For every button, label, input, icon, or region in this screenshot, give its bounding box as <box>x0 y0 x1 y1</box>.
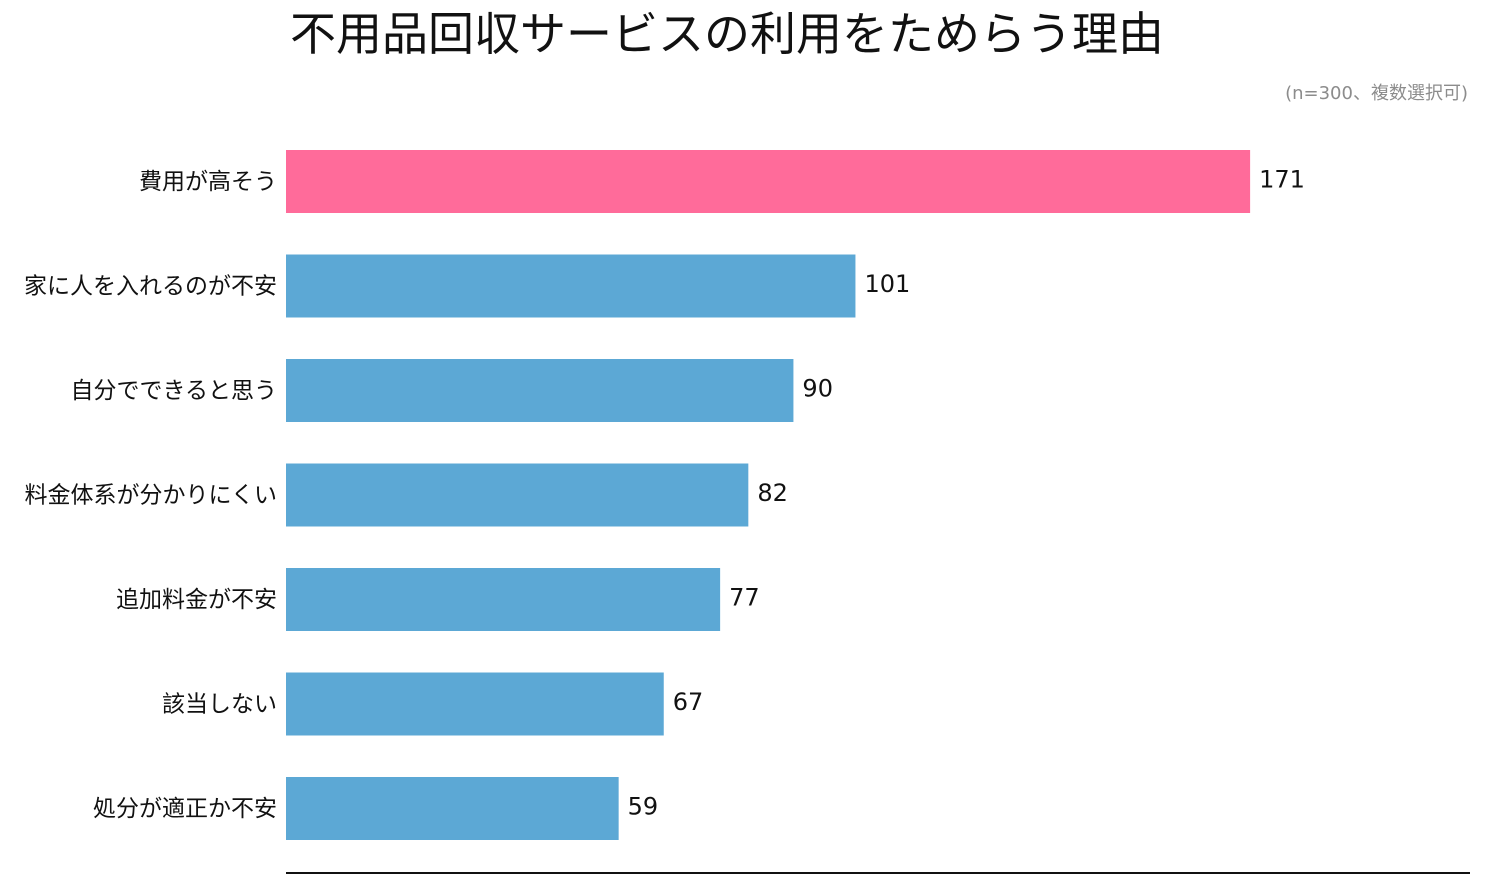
bar-2 <box>286 254 856 318</box>
sample-note: (n=300、複数選択可) <box>1285 83 1468 104</box>
category-labels-layer: 費用が高そう家に人を入れるのが不安自分でできると思う料金体系が分かりにくい追加料… <box>24 169 277 822</box>
value-label-6: 67 <box>673 688 704 716</box>
category-label-2: 家に人を入れるのが不安 <box>24 274 277 300</box>
bar-3 <box>286 359 794 422</box>
bars-layer <box>286 150 1251 840</box>
value-label-5: 77 <box>729 584 760 612</box>
bar-1 <box>286 150 1251 213</box>
value-label-7: 59 <box>628 793 659 821</box>
value-labels-layer: 171 101 90 82 77 67 59 <box>628 166 1305 821</box>
category-label-6: 該当しない <box>162 692 277 718</box>
value-label-3: 90 <box>802 375 833 403</box>
category-label-1: 費用が高そう <box>139 169 277 195</box>
value-label-2: 101 <box>864 270 910 298</box>
category-label-3: 自分でできると思う <box>70 378 277 404</box>
value-label-4: 82 <box>757 479 788 507</box>
chart-title: 不用品回収サービスの利用をためらう理由 <box>290 7 1164 61</box>
category-label-4: 料金体系が分かりにくい <box>24 483 277 509</box>
bar-4 <box>286 463 749 527</box>
category-label-7: 処分が適正か不安 <box>93 796 277 822</box>
bar-7 <box>286 777 619 840</box>
bar-5 <box>286 568 721 631</box>
category-label-5: 追加料金が不安 <box>116 587 277 613</box>
bar-6 <box>286 672 664 736</box>
value-label-1: 171 <box>1259 166 1305 194</box>
